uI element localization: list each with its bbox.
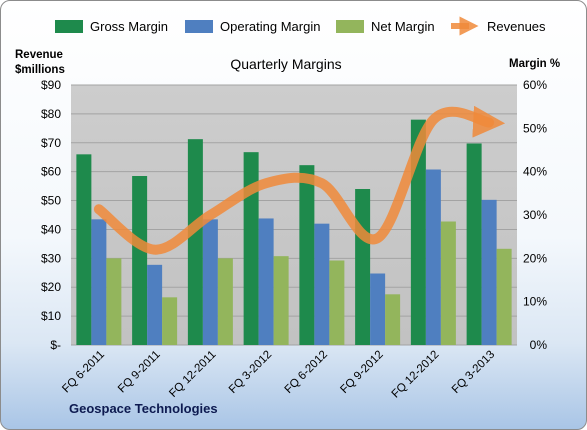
revenue-series — [93, 105, 506, 255]
right-tick-label: 60% — [523, 78, 547, 92]
legend-swatch-gross-margin — [55, 20, 83, 33]
bar-gross-margin — [410, 119, 426, 346]
left-axis-title-line2: $millions — [15, 64, 65, 76]
category-label: FQ 3-2013 — [450, 349, 497, 396]
bar-operating-margin — [258, 218, 274, 345]
category-label: FQ 9-2011 — [116, 349, 163, 396]
bar-gross-margin — [466, 143, 482, 345]
bar-gross-margin — [187, 139, 203, 345]
left-tick-label: $20 — [41, 280, 61, 294]
right-tick-label: 0% — [530, 338, 548, 352]
bar-gross-margin — [132, 176, 148, 345]
right-axis-title: Margin % — [509, 58, 560, 70]
bar-operating-margin — [91, 219, 107, 345]
bar-net-margin — [162, 297, 178, 345]
right-tick-label: 30% — [523, 208, 547, 222]
legend-swatch-net-margin — [336, 20, 364, 33]
right-tick-label: 50% — [523, 121, 547, 135]
category-label: FQ 12-2011 — [167, 349, 218, 400]
legend-swatch-operating-margin — [185, 20, 213, 33]
right-tick-label: 40% — [523, 165, 547, 179]
legend-label-net-margin: Net Margin — [371, 19, 435, 34]
legend-label-gross-margin: Gross Margin — [90, 19, 168, 34]
left-tick-label: $80 — [41, 107, 61, 121]
bar-net-margin — [273, 256, 289, 345]
legend-label-operating-margin: Operating Margin — [220, 19, 320, 34]
left-tick-label: $10 — [41, 309, 61, 323]
right-tick-label: 10% — [523, 295, 547, 309]
legend-item-net-margin: Net Margin — [336, 19, 435, 34]
left-tick-label: $30 — [41, 251, 61, 265]
bar-net-margin — [496, 248, 512, 345]
legend-item-operating-margin: Operating Margin — [185, 19, 320, 34]
bar-gross-margin — [299, 165, 315, 345]
bar-net-margin — [385, 294, 401, 345]
left-tick-label: $50 — [41, 194, 61, 208]
bar-operating-margin — [202, 219, 218, 345]
bar-operating-margin — [370, 273, 386, 345]
category-labels: FQ 6-2011 FQ 9-2011 FQ 12-2011 FQ 3-2012 FQ … — [60, 349, 497, 401]
right-axis-ticks: 0% 10% 20% 30% 40% 50% 60% — [523, 78, 547, 352]
right-tick-label: 20% — [523, 251, 547, 265]
bar-operating-margin — [425, 169, 441, 345]
bar-operating-margin — [481, 199, 497, 345]
bar-operating-margin — [147, 264, 163, 345]
revenue-line — [93, 105, 506, 255]
legend-item-gross-margin: Gross Margin — [55, 19, 168, 34]
bar-net-margin — [329, 260, 345, 345]
chart-title: Quarterly Margins — [230, 56, 341, 72]
legend-item-revenues: Revenues — [451, 16, 546, 36]
left-tick-label: $40 — [41, 222, 61, 236]
category-label: FQ 3-2012 — [227, 349, 274, 396]
legend-label-revenues: Revenues — [487, 19, 546, 34]
left-axis-ticks: $- $10 $20 $30 $40 $50 $60 $70 $80 $90 — [41, 78, 61, 352]
bar-net-margin — [106, 258, 122, 345]
bars — [76, 119, 512, 346]
category-label: FQ 9-2012 — [338, 349, 385, 396]
bar-gross-margin — [76, 154, 92, 345]
left-tick-label: $90 — [41, 78, 61, 92]
category-label: FQ 12-2012 — [390, 349, 442, 401]
left-tick-label: $- — [50, 338, 61, 352]
bar-gross-margin — [243, 152, 259, 345]
category-label: FQ 6-2012 — [283, 349, 330, 396]
company-label: Geospace Technologies — [69, 401, 218, 416]
category-label: FQ 6-2011 — [60, 349, 107, 396]
left-axis-title-line1: Revenue — [15, 49, 63, 61]
legend: Gross Margin Operating Margin Net Margin… — [55, 16, 546, 36]
left-tick-label: $60 — [41, 165, 61, 179]
left-tick-label: $70 — [41, 136, 61, 150]
bar-net-margin — [440, 221, 456, 345]
bar-operating-margin — [314, 223, 330, 345]
bar-net-margin — [217, 258, 233, 345]
bar-gross-margin — [355, 189, 371, 345]
